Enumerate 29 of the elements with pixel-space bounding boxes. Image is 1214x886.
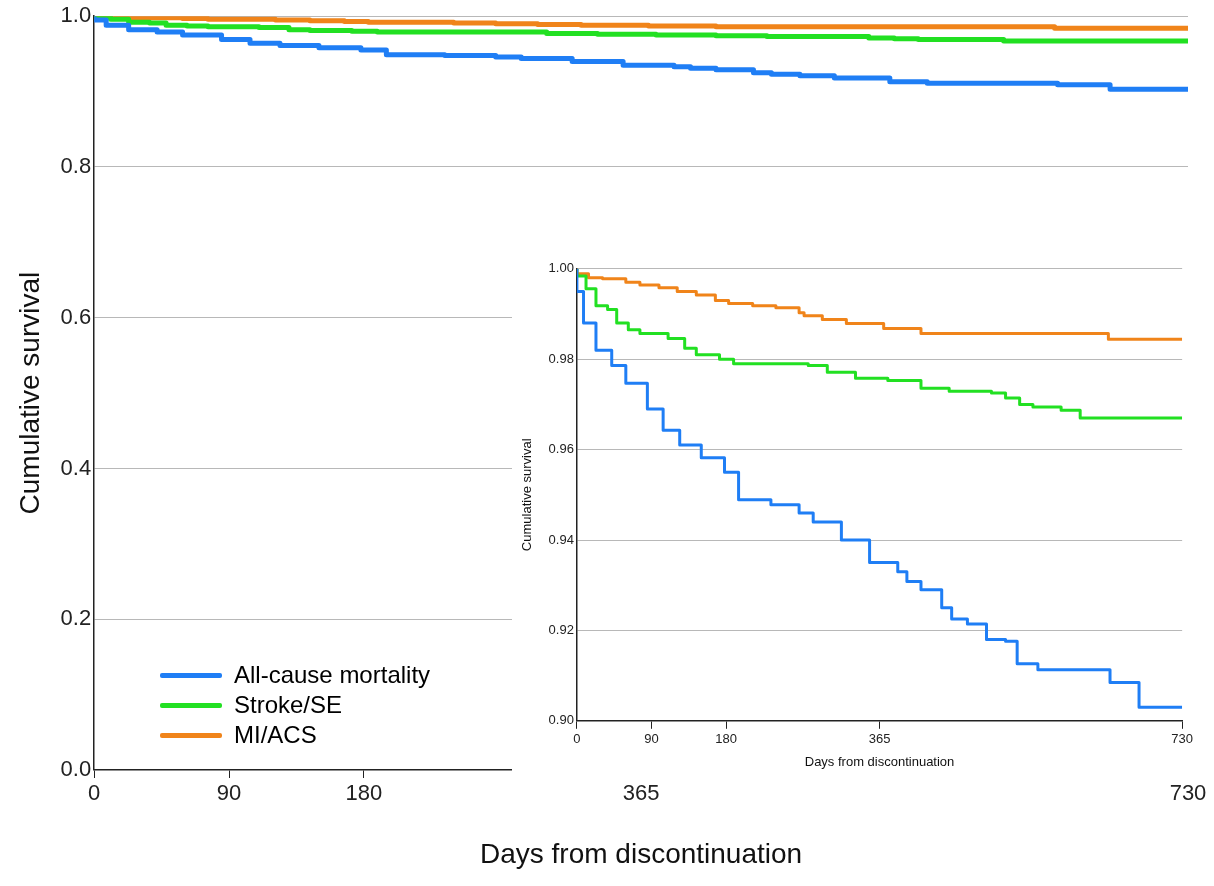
x-tick-label: 730 [1169, 780, 1207, 806]
legend-label: Stroke/SE [234, 690, 343, 720]
x-tick-label: 180 [715, 731, 737, 747]
y-tick-label: 0.0 [60, 756, 92, 782]
y-tick-label: 0.96 [548, 441, 574, 457]
y-tick-label: 0.4 [60, 454, 92, 480]
y-axis-title: Cumulative survival [519, 438, 535, 552]
x-tick-label: 730 [1171, 731, 1194, 747]
x-tick-label: 0 [88, 780, 101, 806]
y-tick-label: 0.98 [548, 350, 574, 366]
y-tick-label: 0.92 [548, 621, 574, 637]
y-tick-label: 0.94 [548, 531, 574, 547]
x-tick-label: 90 [644, 731, 659, 747]
legend-label: MI/ACS [234, 720, 317, 750]
y-tick-label: 0.8 [60, 153, 92, 179]
x-tick-label: 0 [573, 731, 581, 747]
y-tick-label: 0.90 [548, 712, 574, 728]
x-tick-label: 180 [345, 780, 383, 806]
x-axis-title: Days from discontinuation [804, 753, 955, 769]
y-tick-label: 1.00 [548, 260, 574, 276]
x-tick-label: 365 [622, 780, 660, 806]
x-axis-title: Days from discontinuation [480, 837, 803, 869]
y-tick-label: 0.2 [60, 605, 92, 631]
y-axis-title: Cumulative survival [13, 271, 45, 515]
legend-label: All-cause mortality [234, 660, 431, 690]
y-tick-label: 0.6 [60, 303, 92, 329]
y-tick-label: 1.0 [60, 2, 92, 28]
x-tick-label: 90 [216, 780, 242, 806]
x-tick-label: 365 [868, 731, 891, 747]
